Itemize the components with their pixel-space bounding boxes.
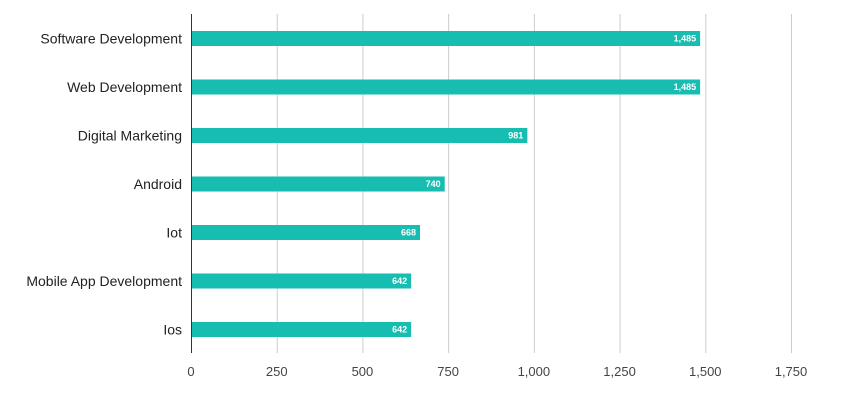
x-tick-label: 1,000: [518, 364, 551, 379]
x-axis-tick-labels: 0 250 500 750 1,000 1,250 1,500 1,750: [187, 364, 807, 379]
x-tick-label: 1,750: [775, 364, 808, 379]
category-label: Ios: [163, 322, 182, 338]
bar: [192, 31, 701, 46]
x-tick-label: 1,250: [603, 364, 636, 379]
x-tick-label: 1,500: [689, 364, 722, 379]
x-tick-label: 500: [352, 364, 374, 379]
data-labels: 1,485 1,485 981 740 668 642 642: [392, 34, 696, 335]
bar: [192, 79, 701, 95]
data-label: 642: [392, 276, 407, 286]
bar: [192, 128, 528, 143]
data-label: 1,485: [674, 34, 697, 44]
category-label: Android: [134, 176, 182, 192]
category-labels: Software Development Web Development Digit…: [26, 31, 182, 338]
data-label: 668: [401, 228, 416, 238]
bar: [192, 225, 421, 240]
x-tick-label: 0: [187, 364, 194, 379]
x-tick-label: 750: [437, 364, 459, 379]
category-label: Software Development: [40, 31, 182, 47]
category-label: Iot: [166, 225, 182, 241]
grid-lines: [276, 14, 792, 353]
data-label: 981: [508, 131, 523, 141]
data-label: 740: [426, 179, 441, 189]
category-label: Mobile App Development: [26, 273, 182, 289]
bar: [192, 176, 445, 192]
bar: [192, 273, 412, 289]
bars: [192, 31, 701, 337]
data-label: 1,485: [674, 82, 697, 92]
x-tick-label: 250: [266, 364, 288, 379]
bar: [192, 322, 412, 337]
category-label: Digital Marketing: [78, 128, 182, 144]
category-label: Web Development: [67, 79, 182, 95]
data-label: 642: [392, 325, 407, 335]
